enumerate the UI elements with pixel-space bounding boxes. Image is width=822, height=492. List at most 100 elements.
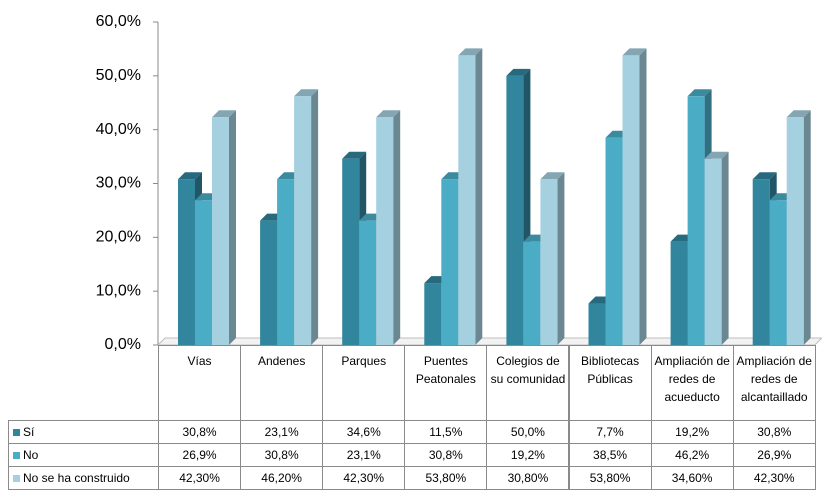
category-label: Vías xyxy=(158,345,242,421)
value-label: 53,80% xyxy=(404,466,488,490)
bar xyxy=(458,48,483,345)
y-tick-label: 10,0% xyxy=(96,282,141,299)
bar-top xyxy=(506,68,531,76)
bar xyxy=(540,172,565,345)
bar-front xyxy=(359,220,377,345)
bar-front xyxy=(212,117,229,345)
legend-label: No xyxy=(23,448,39,462)
bar-front xyxy=(458,55,476,345)
bar-front xyxy=(540,179,558,345)
bar-top xyxy=(752,172,777,180)
bar xyxy=(212,110,236,345)
y-tick-label: 40,0% xyxy=(96,121,141,138)
bar-front xyxy=(752,179,770,345)
bar-side xyxy=(721,151,729,345)
bar-front xyxy=(704,158,722,345)
category-label: Puentes Peatonales xyxy=(404,345,488,421)
category-label: Parques xyxy=(322,345,406,421)
legend-swatch xyxy=(13,475,20,482)
bar-front xyxy=(670,241,688,345)
bar-side xyxy=(229,110,236,345)
bar-top xyxy=(178,172,202,180)
bar-front xyxy=(195,200,212,345)
value-label: 19,2% xyxy=(486,443,570,467)
bar-front xyxy=(622,55,640,345)
bar xyxy=(622,48,647,345)
bar-front xyxy=(260,220,278,345)
bar-top xyxy=(212,110,236,118)
value-label: 30,8% xyxy=(404,443,488,467)
value-label: 26,9% xyxy=(158,443,242,467)
category-label: Andenes xyxy=(240,345,324,421)
bar xyxy=(786,110,811,345)
y-tick-label: 30,0% xyxy=(96,175,141,192)
value-label: 26,9% xyxy=(732,443,816,467)
value-label: 42,30% xyxy=(322,466,406,490)
value-label: 19,2% xyxy=(650,420,734,444)
value-label: 46,2% xyxy=(650,443,734,467)
bar-front xyxy=(294,96,312,345)
bar-side xyxy=(557,172,565,345)
bar-top xyxy=(294,89,319,97)
bar-front xyxy=(506,75,524,345)
value-label: 23,1% xyxy=(322,443,406,467)
value-label: 30,8% xyxy=(240,443,324,467)
bar-top xyxy=(786,110,811,118)
value-label: 30,80% xyxy=(486,466,570,490)
bar-top xyxy=(458,48,483,56)
legend-label: Sí xyxy=(23,425,35,439)
bar-front xyxy=(342,158,360,345)
bar-top xyxy=(704,151,729,159)
value-label: 34,60% xyxy=(650,466,734,490)
bar xyxy=(376,110,401,345)
bar-side xyxy=(475,48,483,345)
bar-front xyxy=(277,179,295,345)
bar-top xyxy=(540,172,565,180)
value-label: 38,5% xyxy=(568,443,652,467)
bar xyxy=(294,89,319,345)
value-label: 11,5% xyxy=(404,420,488,444)
category-label: Colegios de su comunidad xyxy=(486,345,570,421)
legend-label: No se ha construido xyxy=(23,471,130,485)
value-label: 46,20% xyxy=(240,466,324,490)
value-label: 50,0% xyxy=(486,420,570,444)
value-label: 42,30% xyxy=(732,466,816,490)
bar-front xyxy=(424,283,442,345)
bar-front xyxy=(605,137,623,345)
value-label: 34,6% xyxy=(322,420,406,444)
legend-item: No se ha construido xyxy=(8,466,159,490)
bar-top xyxy=(687,89,712,97)
bar-front xyxy=(441,179,459,345)
y-tick-label: 20,0% xyxy=(96,229,141,246)
legend-swatch xyxy=(13,429,20,436)
bar-front xyxy=(786,117,804,345)
bar-front xyxy=(376,117,394,345)
value-label: 30,8% xyxy=(158,420,242,444)
y-tick-label: 60,0% xyxy=(96,13,141,30)
value-label: 53,80% xyxy=(568,466,652,490)
category-label: Ampliación de redes de alcantaillado xyxy=(732,345,816,421)
bar xyxy=(704,151,729,345)
bar-front xyxy=(588,303,606,345)
category-label: Ampliación de redes de acueducto xyxy=(650,345,734,421)
bar-top xyxy=(622,48,647,56)
bar-side xyxy=(311,89,319,345)
legend-swatch xyxy=(13,452,20,459)
y-tick-label: 50,0% xyxy=(96,67,141,84)
bar-front xyxy=(523,241,541,345)
bar-front xyxy=(178,179,195,345)
legend-item: Sí xyxy=(8,420,159,444)
bar-side xyxy=(393,110,401,345)
bar-top xyxy=(342,151,367,159)
bar-front xyxy=(769,200,787,345)
bar-front xyxy=(687,96,705,345)
value-label: 7,7% xyxy=(568,420,652,444)
value-label: 23,1% xyxy=(240,420,324,444)
y-tick-label: 0,0% xyxy=(105,336,141,353)
value-label: 42,30% xyxy=(158,466,242,490)
bar-side xyxy=(803,110,811,345)
bar-top xyxy=(376,110,401,118)
value-label: 30,8% xyxy=(732,420,816,444)
